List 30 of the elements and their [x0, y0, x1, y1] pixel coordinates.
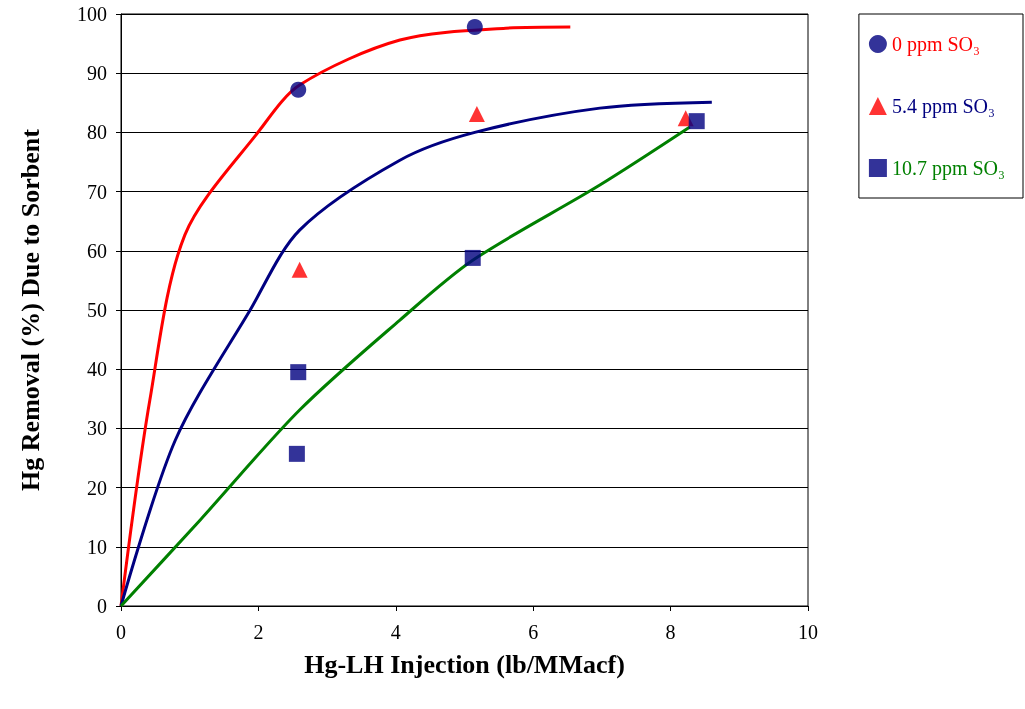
- x-tick-label: 6: [528, 621, 539, 643]
- x-tick-label: 2: [253, 621, 264, 643]
- y-tick-label: 60: [87, 239, 107, 262]
- y-tick-label: 20: [87, 476, 107, 499]
- y-tick-label: 70: [87, 180, 107, 203]
- point: [291, 261, 308, 278]
- y-tick-label: 40: [87, 358, 107, 381]
- y-tick-label: 100: [77, 3, 107, 25]
- x-tick-label: 0: [116, 621, 126, 643]
- x-tick-label: 10: [798, 621, 818, 643]
- y-tick-label: 30: [87, 417, 107, 440]
- point: [290, 81, 307, 98]
- point: [688, 113, 705, 130]
- legend-label: 5.4 ppm SO₃: [891, 95, 996, 118]
- y-tick-label: 0: [97, 595, 107, 617]
- y-axis-title: Hg Removal (%) Due to Sorbent: [15, 128, 45, 491]
- point: [464, 249, 481, 266]
- point: [466, 19, 483, 36]
- point: [288, 445, 305, 462]
- x-axis-title: Hg-LH Injection (lb/MMacf): [304, 649, 625, 679]
- point: [290, 364, 307, 381]
- y-tick-label: 50: [87, 299, 107, 321]
- legend-label: 0 ppm SO₃: [891, 33, 981, 56]
- y-tick-label: 90: [87, 62, 107, 85]
- legend-label: 10.7 ppm SO₃: [891, 157, 1006, 180]
- x-tick-label: 8: [665, 621, 676, 643]
- y-tick-label: 10: [87, 535, 107, 558]
- x-tick-label: 4: [390, 621, 401, 643]
- point: [468, 106, 485, 123]
- y-tick-label: 80: [87, 121, 107, 144]
